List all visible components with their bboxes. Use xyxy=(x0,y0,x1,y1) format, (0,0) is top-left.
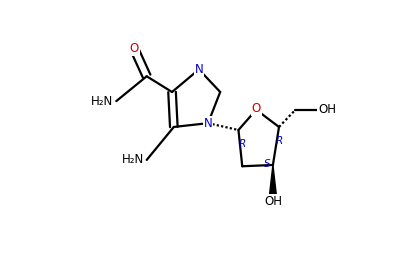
Text: OH: OH xyxy=(318,103,336,116)
Text: N: N xyxy=(194,63,203,76)
Text: O: O xyxy=(129,42,139,55)
Text: R: R xyxy=(275,136,283,146)
Text: O: O xyxy=(252,102,261,115)
Text: OH: OH xyxy=(264,195,282,208)
Polygon shape xyxy=(269,165,277,200)
Text: N: N xyxy=(204,117,212,130)
Text: H₂N: H₂N xyxy=(121,153,144,167)
Text: S: S xyxy=(263,160,270,169)
Text: H₂N: H₂N xyxy=(91,95,113,107)
Text: R: R xyxy=(239,139,246,149)
